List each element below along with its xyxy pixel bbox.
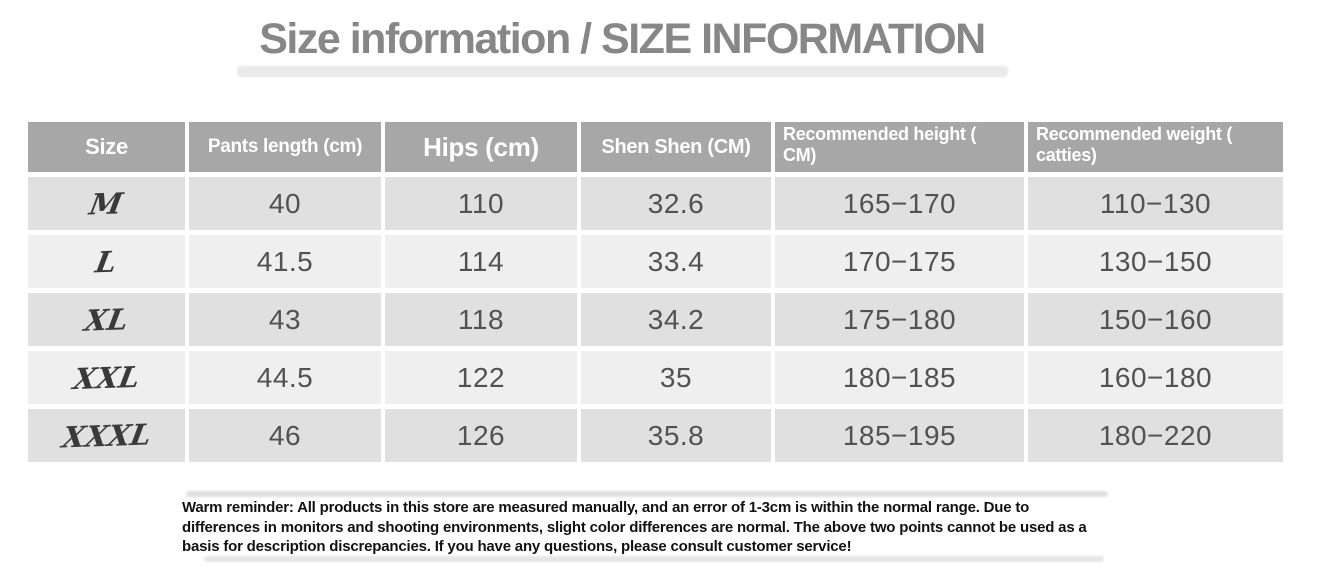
size-cell: M <box>28 177 185 230</box>
hips-cell: 110 <box>385 177 577 230</box>
height-range-cell: 175−180 <box>775 293 1024 346</box>
hips-cell: 126 <box>385 409 577 462</box>
weight-range-cell: 150−160 <box>1028 293 1283 346</box>
size-cell: XXXL <box>28 409 185 462</box>
size-label: XXXL <box>59 416 154 455</box>
pants-length-cell: 46 <box>189 409 381 462</box>
shen-shen-cell: 35.8 <box>581 409 771 462</box>
column-header-hips: Hips (cm) <box>385 122 577 172</box>
column-header-pants-length: Pants length (cm) <box>189 122 381 172</box>
shen-shen-cell: 35 <box>581 351 771 404</box>
size-cell: L <box>28 235 185 288</box>
title-wrap: Size information / SIZE INFORMATION <box>0 0 1244 63</box>
pants-length-cell: 40 <box>189 177 381 230</box>
column-header-recommended-height: Recommended height ( CM) <box>775 122 1024 172</box>
shen-shen-cell: 32.6 <box>581 177 771 230</box>
pants-length-cell: 41.5 <box>189 235 381 288</box>
hips-cell: 114 <box>385 235 577 288</box>
size-cell: XL <box>28 293 185 346</box>
height-range-cell: 170−175 <box>775 235 1024 288</box>
pants-length-cell: 43 <box>189 293 381 346</box>
weight-range-cell: 110−130 <box>1028 177 1283 230</box>
hips-cell: 118 <box>385 293 577 346</box>
size-label: L <box>93 244 120 279</box>
column-header-size: Size <box>28 122 185 172</box>
page-title: Size information / SIZE INFORMATION <box>259 15 986 63</box>
column-header-recommended-weight: Recommended weight ( catties) <box>1028 122 1283 172</box>
shen-shen-cell: 33.4 <box>581 235 771 288</box>
warm-reminder-text: Warm reminder: All products in this stor… <box>182 499 1087 555</box>
title-shadow-band <box>237 66 1008 77</box>
size-cell: XXL <box>28 351 185 404</box>
height-range-cell: 180−185 <box>775 351 1024 404</box>
size-table: Size Pants length (cm) Hips (cm) Shen Sh… <box>28 122 1283 462</box>
hips-cell: 122 <box>385 351 577 404</box>
weight-range-cell: 180−220 <box>1028 409 1283 462</box>
size-label: XXL <box>70 359 143 396</box>
reminder-shadow-band-top <box>186 491 1108 497</box>
size-label: M <box>87 185 126 222</box>
column-header-shen-shen: Shen Shen (CM) <box>581 122 771 172</box>
weight-range-cell: 160−180 <box>1028 351 1283 404</box>
height-range-cell: 185−195 <box>775 409 1024 462</box>
pants-length-cell: 44.5 <box>189 351 381 404</box>
size-label: XL <box>81 301 132 338</box>
reminder-shadow-band-bottom <box>204 556 1104 562</box>
height-range-cell: 165−170 <box>775 177 1024 230</box>
weight-range-cell: 130−150 <box>1028 235 1283 288</box>
shen-shen-cell: 34.2 <box>581 293 771 346</box>
